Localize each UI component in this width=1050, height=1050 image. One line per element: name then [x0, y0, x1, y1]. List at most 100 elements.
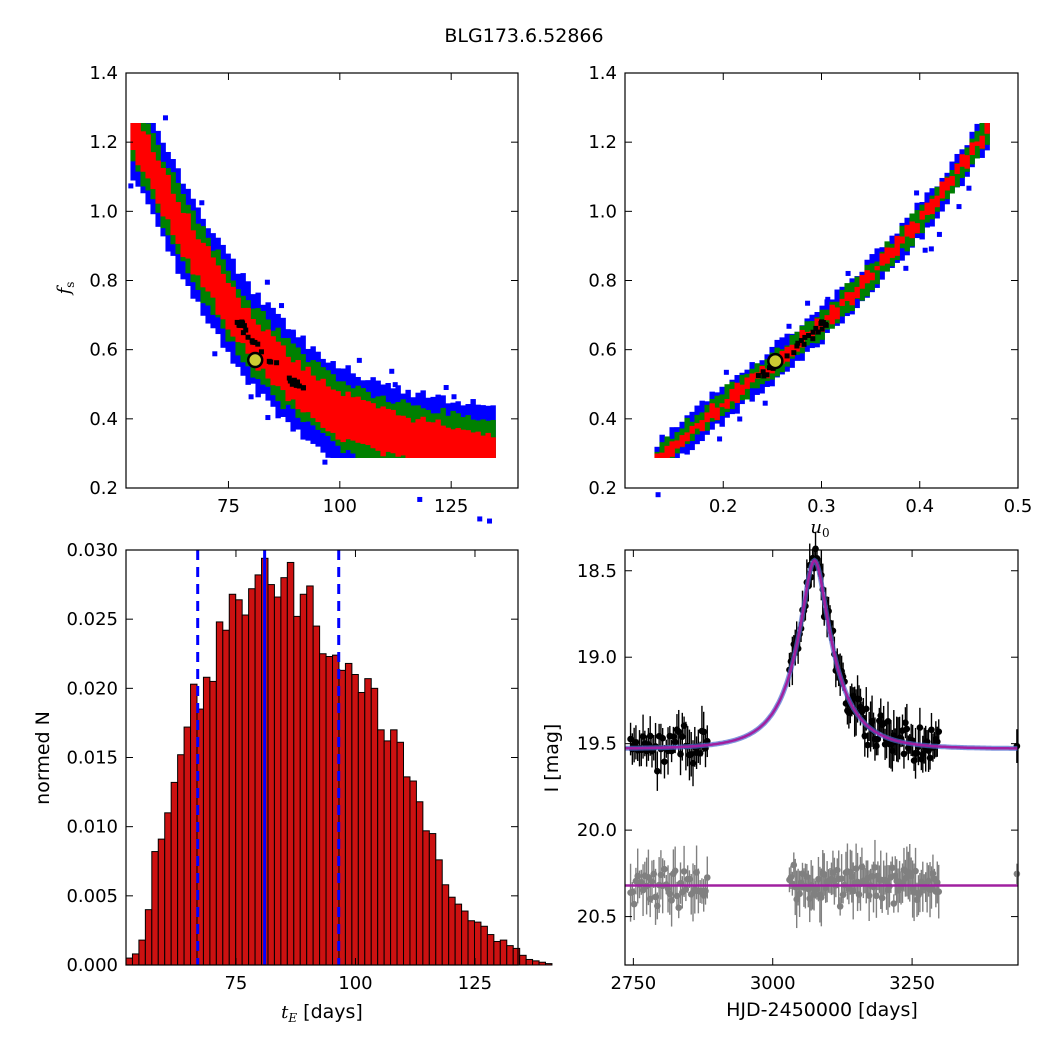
sigma1-cell	[694, 423, 700, 429]
histogram-bar	[267, 584, 275, 966]
best-fit-cell	[295, 379, 301, 385]
sigma2-cell	[984, 123, 990, 145]
sigma1-cell	[709, 403, 715, 419]
sigma1-cell	[929, 198, 935, 215]
histogram-bar	[241, 614, 250, 966]
sigma1-cell	[470, 432, 476, 458]
sigma1-cell	[714, 407, 720, 420]
residual-point	[836, 903, 844, 910]
histogram-bar	[390, 729, 398, 966]
sigma3-cell	[928, 246, 934, 252]
data-point	[659, 734, 666, 742]
data-point	[903, 725, 911, 733]
sigma1-cell	[455, 427, 461, 458]
histogram-bar	[299, 593, 308, 966]
best-fit-cell	[240, 330, 246, 336]
sigma3-cell	[212, 351, 218, 357]
y-tick-label: 0.025	[66, 609, 118, 630]
histogram-bar	[409, 780, 417, 966]
histogram-bar	[312, 625, 321, 966]
best-fit-cell	[798, 338, 804, 344]
histogram-bar	[403, 776, 411, 966]
x-tick-label: 100	[323, 496, 357, 517]
sigma1-cell	[729, 388, 735, 402]
sigma3-cell	[199, 200, 205, 206]
residual-point	[929, 870, 937, 877]
histogram-bar	[144, 909, 153, 966]
sigma1-cell	[230, 286, 236, 337]
sigma1-cell	[435, 419, 441, 458]
sigma1-cell	[170, 193, 176, 236]
data-point	[661, 758, 668, 766]
best-fit-cell	[241, 323, 247, 329]
sigma1-cell	[744, 377, 750, 389]
sigma1-cell	[330, 389, 336, 433]
sigma1-cell	[664, 445, 670, 458]
histogram-bar	[319, 653, 327, 966]
best-fit-cell	[287, 378, 293, 384]
sigma3-cell	[264, 279, 270, 285]
histogram-bar	[486, 934, 495, 966]
histogram-bar	[538, 961, 546, 966]
sigma3-cell	[290, 331, 296, 337]
data-point	[874, 735, 882, 743]
sigma2-cell	[684, 417, 690, 444]
model-curve	[625, 559, 1018, 750]
y-tick-label: 1.2	[588, 132, 617, 153]
y-tick-label: 0.4	[89, 409, 118, 430]
histogram-bar	[461, 910, 469, 966]
sigma3-cell	[417, 496, 423, 502]
y-tick-label: 0.000	[66, 955, 118, 976]
histogram-bar	[273, 596, 282, 966]
residual-point	[675, 904, 683, 911]
panel-bottom-left: 75 100 125 0.000 0.005 0.010 0.015 0.020 0.025 0.…	[32, 540, 553, 1025]
sigma1-cell	[160, 167, 166, 217]
sigma3-cell	[279, 303, 285, 309]
sigma1-cell	[190, 230, 196, 275]
histogram-bar	[183, 726, 192, 966]
sigma1-cell	[300, 370, 306, 413]
y-tick-label: 18.5	[577, 561, 617, 582]
sigma1-cell	[849, 292, 855, 306]
histogram-bar	[544, 963, 553, 966]
sigma1-cell	[919, 210, 925, 220]
x-tick-label: 2750	[610, 973, 656, 994]
x-tick-label: 125	[434, 496, 468, 517]
sigma1-cell	[949, 176, 955, 186]
histogram-bar	[454, 903, 463, 966]
x-axis-label: tE [days]	[281, 1001, 363, 1025]
data-point	[902, 719, 909, 727]
best-fit-cell	[819, 326, 825, 332]
best-fit-cell	[236, 322, 242, 328]
histogram-bar	[499, 939, 508, 966]
histogram-bar	[280, 577, 288, 966]
histogram-bar	[428, 833, 437, 966]
sigma1-cell	[924, 202, 930, 215]
histogram-bar	[202, 676, 211, 966]
sigma1-cell	[280, 345, 286, 391]
y-tick-label: 19.5	[577, 734, 617, 755]
x-axis-label: HJD-2450000 [days]	[726, 999, 918, 1021]
sigma1-cell	[485, 432, 491, 458]
sigma1-cell	[375, 408, 381, 451]
y-axis-label: I [mag]	[541, 724, 563, 793]
sigma1-cell	[719, 403, 725, 408]
best-fit-cell	[291, 377, 297, 383]
x-tick-label: 125	[458, 973, 492, 994]
residual-point	[873, 892, 880, 900]
sigma1-cell	[405, 417, 411, 458]
sigma3-cell	[265, 415, 271, 421]
best-fit-cell	[255, 341, 261, 347]
y-tick-label: 1.0	[89, 201, 118, 222]
histogram-bar	[177, 754, 185, 966]
sigma1-cell	[415, 419, 421, 458]
sigma3-cell	[922, 247, 928, 253]
sigma1-cell	[944, 177, 950, 191]
data-point	[679, 733, 686, 741]
sigma1-cell	[145, 134, 151, 179]
sigma3-cell	[786, 323, 792, 329]
histogram-bar	[448, 896, 456, 966]
sigma1-cell	[674, 440, 680, 449]
sigma1-cell	[854, 286, 860, 299]
